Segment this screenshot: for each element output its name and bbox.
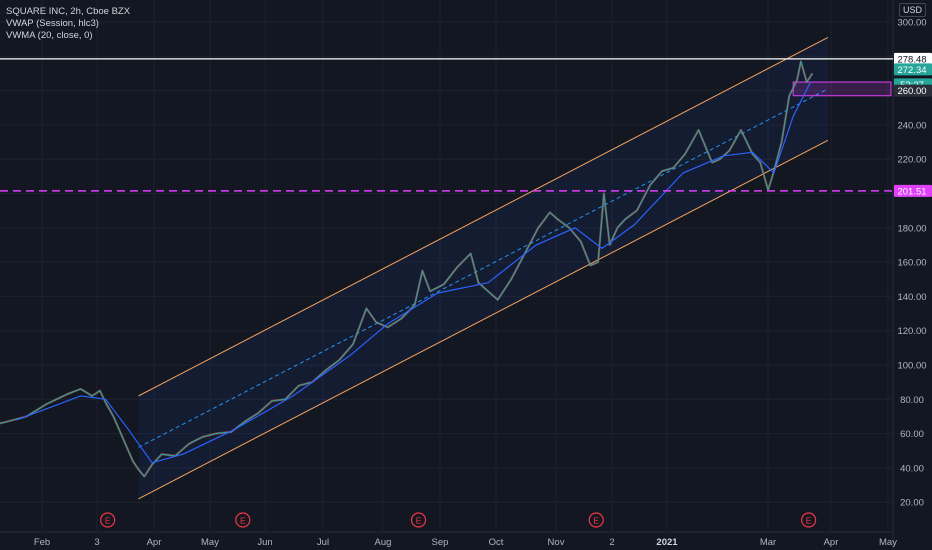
regression-center-line[interactable]	[138, 88, 829, 448]
earnings-marker-label: E	[806, 515, 812, 525]
x-tick-label: Nov	[548, 537, 565, 548]
x-tick-label: Oct	[489, 537, 504, 548]
hline-price-label-bg	[894, 52, 932, 65]
grid-layer	[0, 0, 894, 550]
x-tick-label: 2	[609, 537, 614, 548]
x-tick-label: May	[879, 537, 897, 548]
earnings-marker-icon[interactable]	[235, 512, 251, 528]
currency-button[interactable]: USD	[898, 3, 926, 17]
hline-price-label-bg	[894, 184, 932, 197]
series-layer	[0, 60, 814, 478]
x-tick-label: Mar	[760, 537, 776, 548]
channel-layer	[138, 36, 892, 500]
y-tick-label: 40.00	[900, 463, 924, 474]
regression-lower-line[interactable]	[138, 139, 829, 500]
axis-price-label-bg	[894, 63, 932, 76]
hline-price-label: 278.48	[897, 54, 926, 65]
axis-price-label: 272.34	[897, 65, 926, 76]
x-tick-label: Apr	[147, 537, 162, 548]
y-tick-label: 120.00	[897, 326, 926, 337]
x-axis[interactable]: Feb 3 Apr May Jun Jul Aug Sep Oct Nov 2 2021 Mar Apr M…	[34, 537, 897, 548]
x-tick-label: 3	[94, 537, 99, 548]
earnings-marker-icon[interactable]	[801, 512, 817, 528]
y-tick-label: 60.00	[900, 429, 924, 440]
axis-price-label-bg	[894, 84, 932, 97]
x-tick-label: Jul	[317, 537, 329, 548]
y-tick-label: 140.00	[897, 292, 926, 303]
hline-price-label: 201.51	[897, 186, 926, 197]
y-tick-label: 300.00	[897, 18, 926, 29]
earnings-marker-icon[interactable]	[100, 512, 116, 528]
y-tick-label: 220.00	[897, 155, 926, 166]
earnings-marker-label: E	[105, 515, 111, 525]
earnings-marker-icon[interactable]	[410, 512, 427, 528]
price-series[interactable]	[0, 60, 813, 478]
regression-upper-line[interactable]	[138, 36, 829, 397]
x-tick-label: Feb	[34, 537, 50, 548]
y-tick-label: 240.00	[897, 120, 926, 131]
supply-zone-box[interactable]	[792, 81, 892, 97]
y-tick-label: 20.00	[900, 498, 924, 509]
vwap-indicator-label[interactable]: VWAP (Session, hlc3)	[6, 18, 99, 29]
x-tick-label: May	[201, 537, 219, 548]
symbol-title[interactable]: SQUARE INC, 2h, Cboe BZX	[6, 6, 131, 17]
earnings-marker-label: E	[593, 515, 599, 525]
x-tick-label: Jun	[257, 537, 272, 548]
axis-price-label: 260.00	[897, 86, 926, 97]
y-tick-label: 160.00	[897, 258, 926, 269]
vwma-indicator-label[interactable]: VWMA (20, close, 0)	[6, 30, 93, 41]
x-tick-label: 2021	[656, 537, 678, 548]
x-tick-label: Sep	[432, 537, 449, 548]
chart-legend: SQUARE INC, 2h, Cboe BZX VWAP (Session, …	[6, 6, 130, 42]
earnings-marker-label: E	[416, 515, 422, 525]
x-tick-label: Aug	[375, 537, 392, 548]
y-tick-label: 100.00	[897, 361, 926, 372]
earnings-marker-icon[interactable]	[588, 512, 604, 528]
hline-layer	[0, 58, 893, 192]
y-tick-label: 80.00	[900, 395, 924, 406]
vwma-series[interactable]	[16, 81, 812, 464]
earnings-marker-label: E	[240, 515, 246, 525]
x-tick-label: Apr	[824, 537, 839, 548]
y-tick-label: 180.00	[897, 223, 926, 234]
